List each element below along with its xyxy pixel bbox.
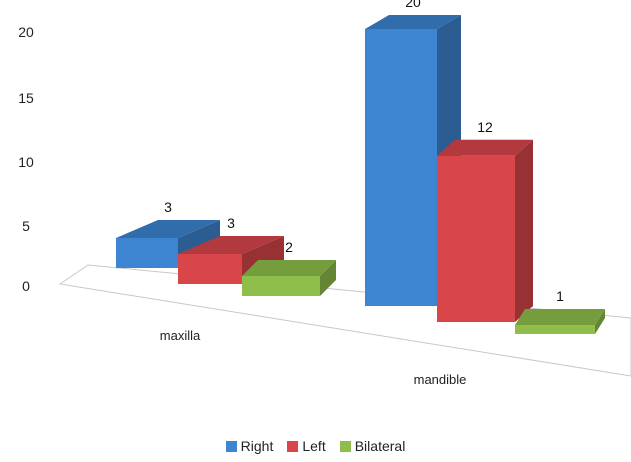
bar-left-mandible (437, 139, 533, 322)
y-tick-label: 15 (18, 90, 34, 106)
y-tick-label: 0 (22, 278, 30, 294)
bar-side (320, 260, 336, 296)
legend-label-left: Left (302, 438, 326, 454)
legend-swatch-right (225, 440, 237, 452)
data-label-bilateral-mandible: 1 (556, 288, 564, 304)
y-tick-label: 5 (22, 218, 30, 234)
legend-item-bilateral: Bilateral (339, 438, 406, 454)
data-label-right-mandible: 20 (405, 0, 421, 10)
legend-item-left: Left (287, 438, 326, 454)
category-axis: maxilla mandible (160, 328, 467, 387)
bar-top (242, 260, 336, 276)
legend: Right Left Bilateral (0, 438, 631, 454)
bar-front (242, 276, 320, 296)
legend-label-right: Right (240, 438, 274, 454)
bar-top (116, 220, 220, 238)
bar-top (365, 15, 461, 29)
legend-swatch-left (287, 440, 299, 452)
legend-item-right: Right (225, 438, 274, 454)
bar-side (595, 309, 605, 334)
floor-plane (58, 264, 631, 377)
bar-front (116, 238, 178, 268)
data-label-left-mandible: 12 (477, 119, 493, 135)
y-tick-label: 10 (18, 154, 34, 170)
bars (116, 15, 605, 334)
legend-swatch-bilateral (339, 440, 351, 452)
bar-bilateral-mandible (515, 309, 605, 334)
bar-front (178, 254, 242, 284)
legend-label-bilateral: Bilateral (354, 438, 406, 454)
y-axis: 0 5 10 15 20 (18, 24, 34, 294)
y-tick-label: 20 (18, 24, 34, 40)
category-label-mandible: mandible (414, 372, 467, 387)
data-label-bilateral-maxilla: 2 (285, 239, 293, 255)
bar-right-maxilla (116, 220, 220, 268)
bar-top (437, 139, 533, 156)
category-label-maxilla: maxilla (160, 328, 201, 343)
bar-side (515, 139, 533, 322)
data-label-left-maxilla: 3 (227, 215, 235, 231)
chart-floor (58, 264, 631, 377)
bar-top (515, 309, 605, 325)
bar-top (178, 236, 284, 254)
data-label-right-maxilla: 3 (164, 199, 172, 215)
bar-bilateral-maxilla (242, 260, 336, 296)
bar-front (365, 29, 437, 306)
bar-front (437, 155, 515, 322)
data-labels: 3 3 2 20 12 1 (164, 0, 564, 304)
bar-front (515, 325, 595, 334)
